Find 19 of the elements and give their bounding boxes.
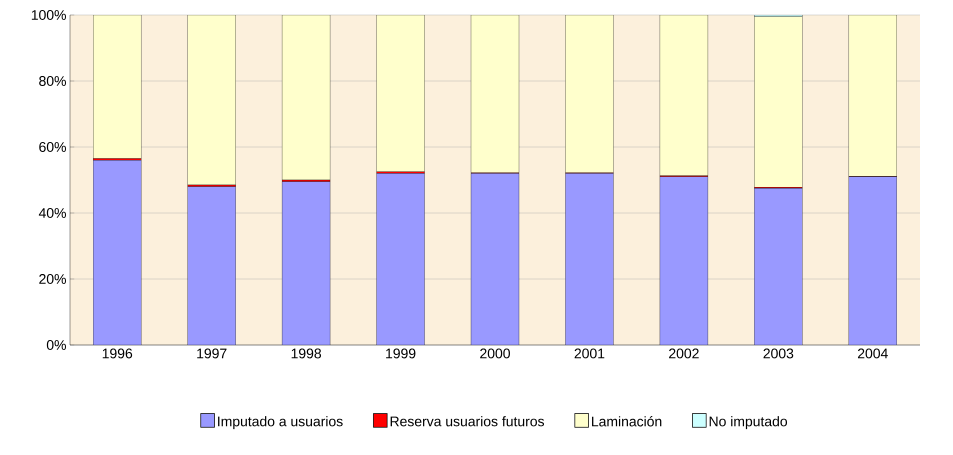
x-tick-label: 2000 — [480, 348, 510, 358]
y-tick-label: 80% — [39, 76, 66, 86]
x-tick-label: 1997 — [197, 348, 226, 358]
y-tick-label: 100% — [32, 10, 66, 20]
y-tick-label: 60% — [39, 142, 66, 152]
legend-label: No imputado — [710, 416, 788, 430]
x-tick-label: 1999 — [386, 348, 416, 358]
legend-label: Imputado a usuarios — [218, 416, 343, 430]
x-tick-label: 1996 — [102, 348, 132, 358]
x-tick-label: 2003 — [764, 348, 794, 358]
legend-label: Reserva usuarios futuros — [390, 416, 544, 426]
x-tick-label: 2004 — [858, 348, 888, 358]
y-tick-label: 20% — [39, 274, 66, 284]
x-tick-label: 2001 — [574, 348, 604, 358]
y-tick-label: 0% — [46, 340, 66, 350]
x-tick-label: 1998 — [292, 348, 322, 358]
x-tick-label: 2002 — [669, 348, 699, 358]
legend-label: Laminación — [592, 416, 662, 426]
y-tick-label: 40% — [38, 208, 66, 218]
